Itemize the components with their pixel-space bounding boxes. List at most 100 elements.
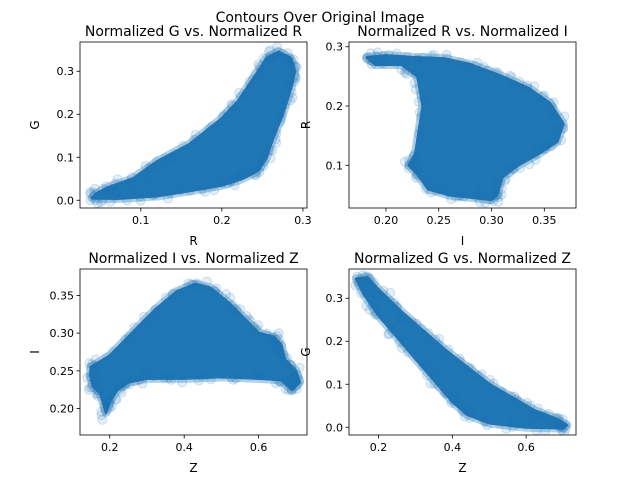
scatter-point bbox=[82, 372, 93, 383]
scatter-point bbox=[403, 347, 414, 358]
scatter-point bbox=[507, 83, 518, 94]
scatter-point bbox=[108, 346, 119, 357]
scatter-point bbox=[408, 343, 419, 354]
axes-frame bbox=[79, 268, 308, 436]
scatter-point bbox=[116, 381, 127, 392]
scatter-point bbox=[292, 379, 303, 390]
scatter-point bbox=[455, 57, 466, 68]
scatter-point bbox=[555, 421, 565, 432]
scatter-point bbox=[494, 174, 505, 185]
scatter-point bbox=[114, 190, 125, 201]
scatter-point bbox=[360, 271, 371, 282]
scatter-point bbox=[454, 190, 465, 201]
scatter-point bbox=[97, 195, 108, 205]
scatter-point bbox=[271, 137, 282, 148]
scatter-point bbox=[489, 190, 500, 201]
scatter-point bbox=[216, 305, 227, 316]
scatter-point bbox=[257, 154, 268, 165]
scatter-point bbox=[465, 413, 476, 423]
scatter-point bbox=[376, 58, 387, 68]
scatter-point bbox=[511, 394, 522, 405]
scatter-point bbox=[541, 141, 552, 152]
scatter-point bbox=[411, 68, 422, 79]
scatter-point bbox=[286, 61, 296, 72]
scatter-point bbox=[249, 163, 260, 174]
scatter-point bbox=[234, 87, 245, 98]
scatter-point bbox=[409, 78, 420, 88]
scatter-point bbox=[197, 184, 208, 195]
scatter-point bbox=[461, 60, 472, 71]
scatter-point bbox=[421, 184, 431, 194]
scatter-point bbox=[139, 321, 150, 332]
scatter-point bbox=[276, 341, 287, 352]
scatter-point bbox=[400, 56, 411, 67]
scatter-point bbox=[425, 378, 436, 389]
scatter-point bbox=[229, 307, 240, 318]
scatter-point bbox=[525, 400, 536, 411]
scatter-point bbox=[236, 368, 247, 379]
subplot-4: 0.2 0.4 0.6 0.0 0.1 0.2 0.3 Normalized G vs. No… bbox=[299, 251, 577, 475]
scatter-point bbox=[429, 50, 440, 60]
scatter-point bbox=[511, 397, 521, 408]
scatter-point bbox=[441, 388, 452, 399]
scatter-point bbox=[253, 320, 264, 331]
y-tick-label: 0.30 bbox=[50, 327, 75, 340]
scatter-point bbox=[101, 352, 112, 363]
scatter-point bbox=[442, 53, 453, 64]
scatter-point bbox=[134, 191, 145, 202]
scatter-point bbox=[289, 76, 300, 87]
scatter-point bbox=[484, 400, 495, 411]
scatter-point bbox=[129, 322, 140, 333]
scatter-point bbox=[125, 334, 135, 345]
scatter-point bbox=[202, 285, 213, 296]
scatter-point bbox=[292, 372, 303, 383]
scatter-point bbox=[244, 166, 255, 177]
scatter-point bbox=[192, 280, 203, 291]
scatter-point bbox=[177, 377, 188, 388]
scatter-point bbox=[160, 165, 171, 176]
scatter-point bbox=[87, 379, 98, 390]
scatter-point bbox=[501, 423, 512, 434]
scatter-point bbox=[355, 276, 366, 286]
scatter-point bbox=[381, 53, 391, 64]
scatter-point bbox=[217, 111, 228, 122]
scatter-point bbox=[480, 415, 491, 426]
scatter-point bbox=[507, 163, 518, 174]
scatter-point bbox=[556, 424, 567, 435]
scatter-point bbox=[84, 382, 95, 393]
scatter-point bbox=[123, 350, 134, 361]
scatter-point bbox=[362, 52, 373, 63]
scatter-point bbox=[186, 279, 197, 290]
x-axis-label: Z bbox=[458, 461, 466, 475]
scatter-point bbox=[493, 197, 504, 207]
scatter-point bbox=[474, 371, 485, 382]
scatter-point bbox=[253, 370, 264, 381]
subplot-2: 0.20 0.25 0.30 0.35 0.1 0.2 0.3 Normalized R vs… bbox=[299, 24, 577, 248]
scatter-point bbox=[134, 374, 145, 385]
scatter-point bbox=[125, 179, 136, 190]
scatter-point bbox=[275, 116, 286, 127]
scatter-point bbox=[414, 107, 425, 118]
scatter-point bbox=[188, 279, 199, 290]
scatter-point bbox=[95, 383, 106, 394]
scatter-point bbox=[420, 174, 431, 185]
scatter-point bbox=[520, 419, 531, 430]
scatter-point bbox=[175, 286, 186, 297]
scatter-point bbox=[391, 48, 402, 59]
scatter-point bbox=[204, 124, 215, 135]
scatter-point bbox=[391, 302, 402, 313]
scatter-point bbox=[153, 160, 164, 171]
scatter-point bbox=[241, 104, 252, 115]
scatter-point bbox=[266, 334, 276, 345]
scatter-point bbox=[276, 108, 287, 118]
scatter-point bbox=[499, 175, 510, 186]
scatter-point bbox=[165, 155, 175, 166]
scatter-point bbox=[192, 148, 203, 158]
scatter-point bbox=[108, 183, 119, 194]
scatter-point bbox=[109, 191, 120, 202]
y-tick-label: 0.25 bbox=[50, 365, 75, 378]
scatter-point bbox=[227, 100, 238, 111]
scatter-point bbox=[93, 388, 104, 399]
scatter-point bbox=[96, 197, 106, 208]
